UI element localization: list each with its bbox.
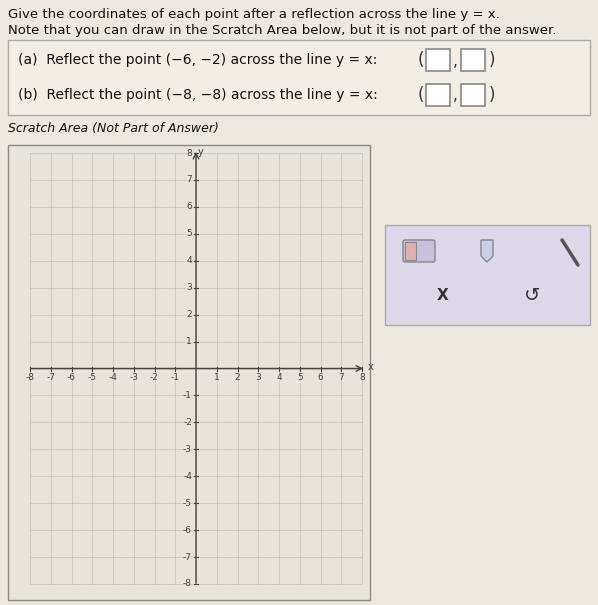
Text: 6: 6 [186,203,192,211]
Text: (b)  Reflect the point (−8, −8) across the line y = x:: (b) Reflect the point (−8, −8) across th… [18,88,378,102]
Text: -1: -1 [183,391,192,400]
Bar [8,145,370,600]
Text: ): ) [489,51,496,69]
Text: ,: , [453,88,458,103]
Text: x: x [368,362,374,371]
Text: -6: -6 [67,373,76,382]
Text: Scratch Area (Not Part of Answer): Scratch Area (Not Part of Answer) [8,122,219,135]
Text: -3: -3 [129,373,138,382]
Text: -7: -7 [183,552,192,561]
Text: -4: -4 [183,472,192,481]
Text: 3: 3 [186,283,192,292]
Text: ,: , [453,53,458,68]
Text: X: X [437,287,448,302]
Text: Note that you can draw in the Scratch Area below, but it is not part of the answ: Note that you can draw in the Scratch Ar… [8,24,556,37]
Text: 5: 5 [186,229,192,238]
Bar [405,242,416,260]
Text: 6: 6 [318,373,324,382]
Text: Give the coordinates of each point after a reflection across the line y = x.: Give the coordinates of each point after… [8,8,500,21]
FancyBboxPatch shape [8,40,590,115]
FancyBboxPatch shape [461,49,485,71]
Text: 7: 7 [338,373,344,382]
Text: 4: 4 [187,257,192,265]
Text: -4: -4 [109,373,117,382]
Text: -6: -6 [183,526,192,535]
Text: -3: -3 [183,445,192,454]
FancyBboxPatch shape [461,84,485,106]
Text: (a)  Reflect the point (−6, −2) across the line y = x:: (a) Reflect the point (−6, −2) across th… [18,53,377,67]
Text: -5: -5 [183,499,192,508]
Text: 2: 2 [187,310,192,319]
FancyBboxPatch shape [426,49,450,71]
FancyBboxPatch shape [403,240,435,262]
Polygon shape [481,240,493,262]
Text: ↺: ↺ [524,286,541,304]
FancyBboxPatch shape [385,225,590,325]
Text: 2: 2 [234,373,240,382]
Text: 7: 7 [186,175,192,185]
Text: -8: -8 [183,580,192,589]
Text: 8: 8 [359,373,365,382]
Text: 5: 5 [297,373,303,382]
FancyBboxPatch shape [426,84,450,106]
Text: -5: -5 [88,373,97,382]
Text: 3: 3 [255,373,261,382]
Text: (: ( [418,86,425,104]
Text: -2: -2 [183,418,192,427]
Text: 4: 4 [276,373,282,382]
Text: 1: 1 [186,337,192,346]
Text: (: ( [418,51,425,69]
Text: -8: -8 [26,373,35,382]
Text: 8: 8 [186,148,192,157]
Text: y: y [198,147,204,157]
Text: 1: 1 [214,373,219,382]
Text: -1: -1 [171,373,180,382]
Text: -2: -2 [150,373,159,382]
Text: -7: -7 [46,373,55,382]
Text: ): ) [489,86,496,104]
